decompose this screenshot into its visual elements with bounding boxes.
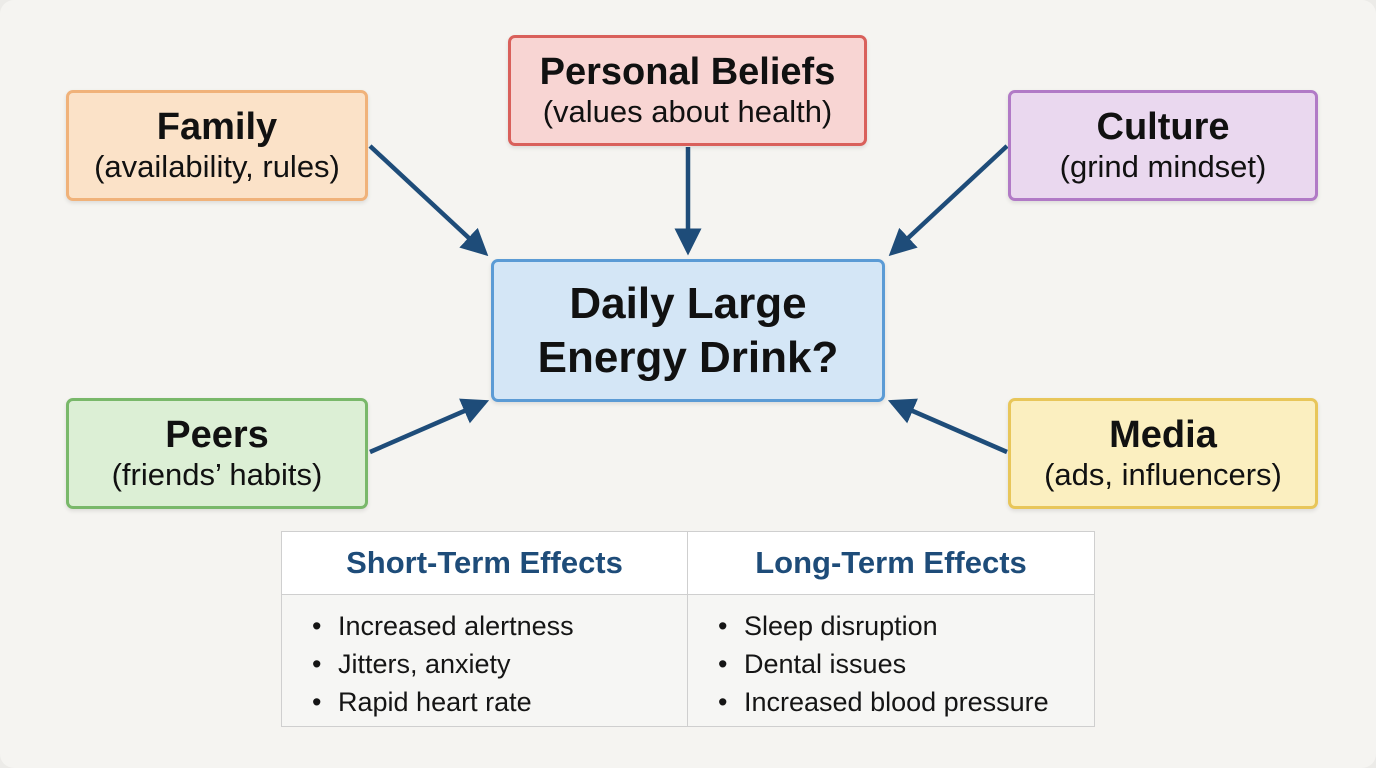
long-term-item: Sleep disruption — [718, 607, 1094, 645]
short-term-list-cell: Increased alertness Jitters, anxiety Rap… — [282, 595, 688, 726]
long-term-heading: Long-Term Effects — [688, 532, 1094, 595]
center-title-line1: Daily Large — [569, 278, 807, 328]
family-subtitle: (availability, rules) — [94, 148, 340, 184]
long-term-list-cell: Sleep disruption Dental issues Increased… — [688, 595, 1094, 726]
culture-title: Culture — [1096, 105, 1230, 148]
long-term-item: Dental issues — [718, 645, 1094, 683]
family-node: Family (availability, rules) — [66, 90, 368, 201]
culture-subtitle: (grind mindset) — [1059, 148, 1267, 184]
peers-node: Peers (friends’ habits) — [66, 398, 368, 509]
media-title: Media — [1109, 413, 1217, 456]
long-term-item: Increased blood pressure — [718, 683, 1094, 721]
peers-subtitle: (friends’ habits) — [111, 456, 323, 492]
center-title-line2: Energy Drink? — [537, 332, 839, 382]
effects-table: Short-Term Effects Long-Term Effects Inc… — [281, 531, 1095, 727]
arrow-culture-to-center — [888, 144, 1009, 257]
media-subtitle: (ads, influencers) — [1044, 456, 1282, 492]
long-term-list: Sleep disruption Dental issues Increased… — [718, 607, 1094, 721]
personal-beliefs-subtitle: (values about health) — [542, 93, 833, 129]
peers-title: Peers — [165, 413, 269, 456]
short-term-item: Rapid heart rate — [312, 683, 687, 721]
arrow-family-to-center — [368, 144, 489, 257]
personal-beliefs-node: Personal Beliefs (values about health) — [508, 35, 867, 146]
center-node: Daily Large Energy Drink? — [491, 259, 885, 402]
arrow-peers-to-center — [369, 398, 490, 455]
personal-beliefs-title: Personal Beliefs — [539, 50, 836, 93]
short-term-list: Increased alertness Jitters, anxiety Rap… — [312, 607, 687, 721]
arrow-media-to-center — [887, 398, 1008, 455]
culture-node: Culture (grind mindset) — [1008, 90, 1318, 201]
short-term-heading: Short-Term Effects — [282, 532, 688, 595]
media-node: Media (ads, influencers) — [1008, 398, 1318, 509]
short-term-item: Jitters, anxiety — [312, 645, 687, 683]
short-term-item: Increased alertness — [312, 607, 687, 645]
family-title: Family — [156, 105, 278, 148]
